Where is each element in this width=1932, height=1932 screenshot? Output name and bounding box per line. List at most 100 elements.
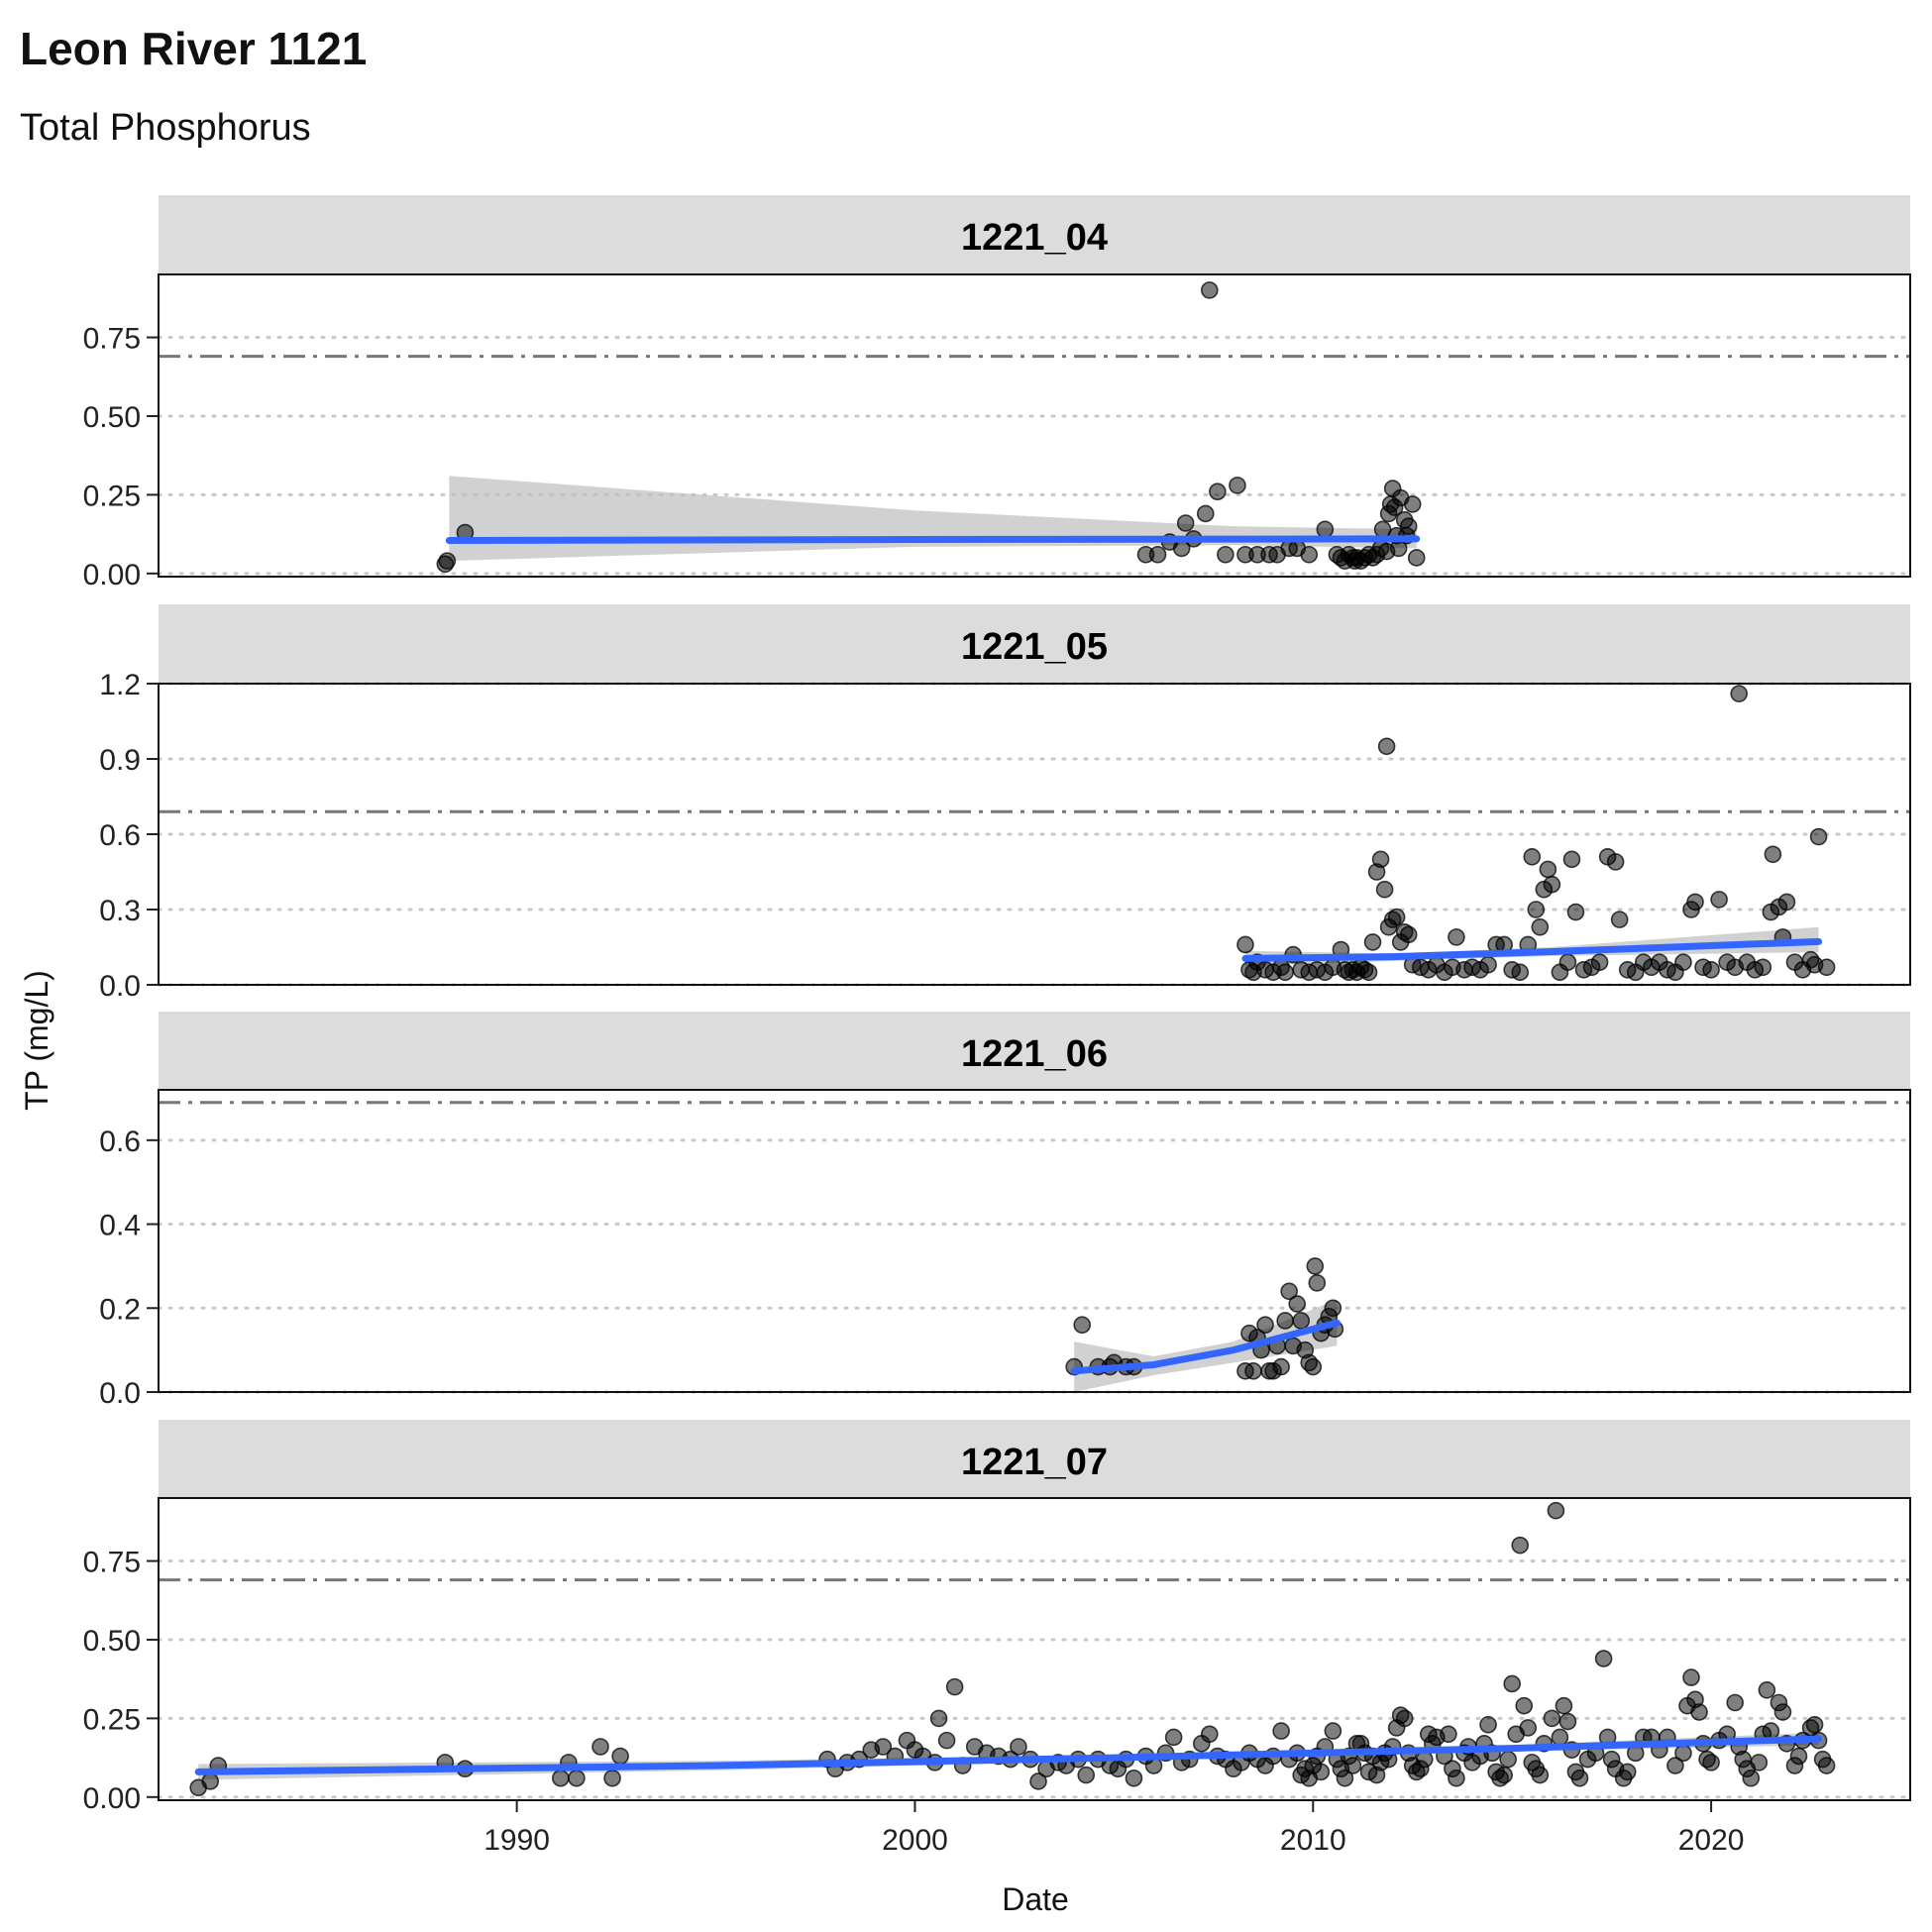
data-point xyxy=(1343,1757,1362,1774)
data-point xyxy=(1515,1696,1534,1715)
data-point xyxy=(1479,1715,1497,1734)
facet-strip xyxy=(159,604,1910,684)
data-point xyxy=(1363,933,1382,951)
data-point xyxy=(1562,850,1581,869)
data-point xyxy=(1686,893,1704,912)
data-point xyxy=(1558,1712,1577,1731)
data-point xyxy=(1399,517,1418,535)
data-point xyxy=(1750,1754,1769,1771)
data-point xyxy=(1308,1274,1327,1292)
data-point xyxy=(1403,495,1422,513)
data-point xyxy=(1499,1750,1517,1769)
data-point xyxy=(1702,960,1720,979)
x-tick-label: 1990 xyxy=(483,1824,550,1857)
x-tick-label: 2000 xyxy=(882,1824,948,1857)
x-axis-title: Date xyxy=(1002,1881,1069,1917)
data-point xyxy=(1773,1703,1792,1721)
data-point xyxy=(1359,963,1378,982)
data-point xyxy=(1809,827,1828,846)
data-point xyxy=(1244,1362,1262,1380)
panel-border xyxy=(158,683,1911,986)
data-point xyxy=(1448,928,1465,946)
data-point xyxy=(1029,1772,1047,1790)
y-tick-label: 0.25 xyxy=(83,480,141,512)
data-point xyxy=(568,1769,586,1787)
data-point xyxy=(1754,958,1772,977)
panel-border xyxy=(158,1089,1911,1393)
trend-line xyxy=(445,535,1421,544)
y-tick-label: 0.75 xyxy=(83,1547,141,1579)
data-point xyxy=(1324,1299,1342,1318)
chart-title: Leon River 1121 xyxy=(20,23,368,74)
facet-strip xyxy=(159,195,1910,274)
data-point xyxy=(1304,1357,1323,1376)
y-tick-label: 0.00 xyxy=(83,559,141,591)
data-point xyxy=(1272,1722,1290,1740)
panel-border xyxy=(158,273,1911,578)
data-point xyxy=(1527,901,1546,918)
data-point xyxy=(1511,963,1530,982)
data-point xyxy=(1547,1501,1565,1520)
y-tick-label: 0.50 xyxy=(83,401,141,434)
data-point xyxy=(1570,1769,1589,1787)
data-point xyxy=(945,1677,964,1696)
facet-strip-label: 1221_05 xyxy=(961,626,1108,668)
data-point xyxy=(1176,514,1195,532)
data-point xyxy=(1440,1725,1457,1744)
data-point xyxy=(1276,1312,1294,1330)
data-point xyxy=(1594,1650,1613,1667)
facet-strip-label: 1221_07 xyxy=(961,1442,1108,1483)
y-tick-label: 0.75 xyxy=(83,323,141,356)
y-tick-label: 0.3 xyxy=(99,895,141,927)
data-point xyxy=(1523,847,1542,866)
data-point xyxy=(1010,1738,1027,1756)
data-point xyxy=(1272,1357,1290,1376)
data-point xyxy=(1758,1681,1776,1699)
data-point xyxy=(1073,1316,1092,1335)
data-point xyxy=(1196,504,1215,523)
data-point xyxy=(1209,483,1227,501)
data-point xyxy=(1543,1709,1561,1728)
data-point xyxy=(1710,891,1728,909)
y-tick-label: 0.2 xyxy=(99,1293,141,1326)
data-point xyxy=(1555,1696,1573,1715)
data-point xyxy=(1288,1295,1306,1313)
data-point xyxy=(929,1709,948,1728)
data-point xyxy=(1566,903,1585,921)
y-tick-label: 0.6 xyxy=(99,1126,141,1158)
x-tick-label: 2020 xyxy=(1678,1824,1745,1857)
x-tick-label: 2010 xyxy=(1280,1824,1346,1857)
data-point xyxy=(1201,281,1219,299)
data-point xyxy=(1590,953,1609,972)
data-point xyxy=(1519,1719,1538,1737)
data-point xyxy=(552,1769,570,1787)
y-tick-label: 0.4 xyxy=(99,1210,141,1242)
data-point xyxy=(1395,1709,1414,1728)
data-point xyxy=(1164,1728,1183,1747)
data-point xyxy=(1201,1725,1219,1744)
data-point xyxy=(1448,1769,1465,1787)
y-tick-label: 0.9 xyxy=(99,744,141,777)
data-point xyxy=(1371,850,1390,869)
data-point xyxy=(1558,953,1577,972)
data-point xyxy=(1726,1693,1744,1712)
data-point xyxy=(591,1738,609,1756)
data-point xyxy=(1312,1763,1331,1781)
data-point xyxy=(1503,1674,1521,1693)
trend-line xyxy=(1070,1319,1341,1375)
y-tick-label: 0.50 xyxy=(83,1625,141,1658)
data-point xyxy=(1543,875,1561,894)
facet-strip-label: 1221_06 xyxy=(961,1033,1108,1075)
y-tick-label: 0.6 xyxy=(99,819,141,852)
panel-border xyxy=(158,1497,1911,1801)
y-tick-label: 1.2 xyxy=(99,669,141,701)
data-point xyxy=(1762,1722,1780,1740)
data-point xyxy=(1539,860,1557,879)
data-point xyxy=(1479,955,1497,974)
data-point xyxy=(1407,549,1426,567)
data-point xyxy=(1324,1722,1342,1740)
data-point xyxy=(1375,880,1394,899)
data-point xyxy=(1682,1668,1700,1686)
data-point xyxy=(1531,917,1550,936)
y-tick-label: 0.00 xyxy=(83,1782,141,1815)
